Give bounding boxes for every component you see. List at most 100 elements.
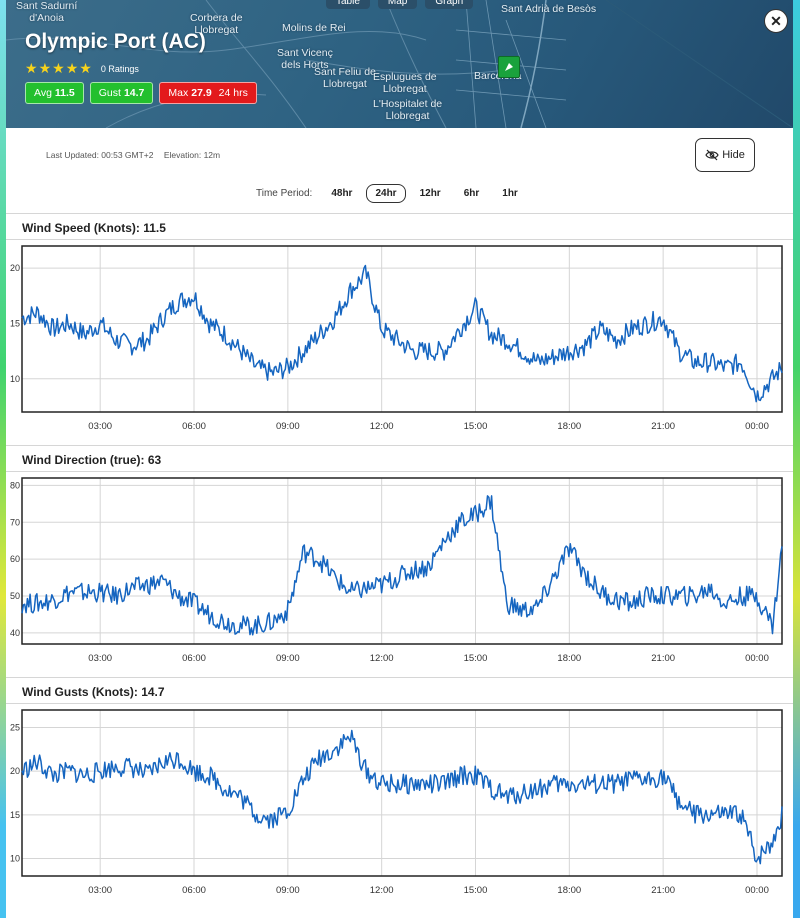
period-option-6hr[interactable]: 6hr <box>463 188 480 199</box>
max-period: 24 hrs <box>218 87 248 99</box>
gust-value: 14.7 <box>123 87 145 99</box>
close-icon: ✕ <box>770 12 782 29</box>
star-icon[interactable]: ★ <box>65 60 79 76</box>
x-tick-label: 15:00 <box>464 653 488 664</box>
x-tick-label: 15:00 <box>464 885 488 896</box>
x-tick-label: 12:00 <box>370 421 394 432</box>
y-tick-label: 60 <box>10 554 20 564</box>
period-option-48hr[interactable]: 48hr <box>331 188 353 199</box>
map-label: Sant Feliu de Llobregat <box>314 66 376 90</box>
wind-gusts-title: Wind Gusts (Knots): 14.7 <box>22 685 165 699</box>
avg-label: Avg <box>34 87 52 99</box>
divider <box>6 445 793 446</box>
y-tick-label: 10 <box>10 374 20 384</box>
plot-frame <box>21 477 783 645</box>
x-tick-label: 09:00 <box>276 653 300 664</box>
background-edge-left <box>0 0 6 918</box>
station-title: Olympic Port (AC) <box>25 30 206 53</box>
y-tick-label: 80 <box>10 480 20 490</box>
x-tick-label: 00:00 <box>745 885 769 896</box>
x-tick-label: 18:00 <box>557 421 581 432</box>
hide-label: Hide <box>722 149 745 161</box>
x-tick-label: 06:00 <box>182 421 206 432</box>
max-badge: Max 27.9 24 hrs <box>159 82 257 104</box>
star-icon[interactable]: ★ <box>52 60 65 76</box>
period-option-12hr[interactable]: 12hr <box>419 188 441 199</box>
tab-graph[interactable]: Graph <box>425 0 474 9</box>
y-tick-label: 10 <box>10 854 20 864</box>
wind-direction-title: Wind Direction (true): 63 <box>22 453 162 467</box>
close-button[interactable]: ✕ <box>764 9 788 33</box>
wind-speed-title: Wind Speed (Knots): 11.5 <box>22 221 166 235</box>
x-tick-label: 06:00 <box>182 653 206 664</box>
station-meta: Last Updated: 00:53 GMT+2 Elevation: 12m <box>46 150 220 160</box>
wind-speed-chart[interactable]: 03:00 06:00 09:00 12:00 15:00 18:00 21:00 00:00… <box>6 240 793 440</box>
star-icon[interactable]: ★ <box>38 60 52 76</box>
map-label: Molins de Rei <box>282 22 346 34</box>
gust-badge: Gust 14.7 <box>89 82 154 104</box>
max-value: 27.9 <box>191 87 212 99</box>
plot-frame <box>21 709 783 877</box>
y-tick-label: 70 <box>10 517 20 527</box>
x-tick-label: 09:00 <box>276 885 300 896</box>
y-tick-label: 20 <box>10 766 20 776</box>
eye-slash-icon <box>705 149 719 161</box>
tab-map[interactable]: Map <box>377 0 418 9</box>
tab-table[interactable]: Table <box>326 0 370 9</box>
y-tick-label: 40 <box>10 628 20 638</box>
divider <box>6 239 793 240</box>
x-tick-label: 03:00 <box>88 885 112 896</box>
x-tick-label: 18:00 <box>557 653 581 664</box>
wind-direction-chart[interactable]: 03:00 06:00 09:00 12:00 15:00 18:00 21:00 00:00… <box>6 472 793 672</box>
map-label: L'Hospitalet de Llobregat <box>373 98 443 122</box>
x-tick-label: 09:00 <box>276 421 300 432</box>
elevation: Elevation: 12m <box>163 150 221 160</box>
map-label: Sant Adrià de Besòs <box>501 3 597 15</box>
star-icon[interactable]: ★ <box>79 60 92 76</box>
y-tick-label: 50 <box>10 591 20 601</box>
divider <box>6 471 793 472</box>
x-tick-label: 21:00 <box>651 421 675 432</box>
divider <box>6 213 793 214</box>
station-marker-icon[interactable] <box>498 56 520 78</box>
x-tick-label: 12:00 <box>370 653 394 664</box>
station-panel: Table Map Graph Sant Sadurní d'Anoia Cor… <box>6 0 793 918</box>
x-tick-label: 18:00 <box>557 885 581 896</box>
divider <box>6 677 793 678</box>
x-tick-label: 03:00 <box>88 653 112 664</box>
plot-frame <box>21 245 783 413</box>
x-tick-label: 12:00 <box>370 885 394 896</box>
x-tick-label: 00:00 <box>745 421 769 432</box>
period-option-1hr[interactable]: 1hr <box>502 188 518 199</box>
last-updated: Last Updated: 00:53 GMT+2 <box>46 150 154 160</box>
series-line <box>21 495 783 636</box>
wind-summary-badges: Avg 11.5 Gust 14.7 Max 27.9 24 hrs <box>25 82 257 104</box>
divider <box>6 703 793 704</box>
y-tick-label: 15 <box>10 318 20 328</box>
x-tick-label: 21:00 <box>651 653 675 664</box>
y-tick-label: 20 <box>10 263 20 273</box>
x-tick-label: 15:00 <box>464 421 488 432</box>
avg-badge: Avg 11.5 <box>25 82 84 104</box>
time-period-label: Time Period: <box>256 188 313 199</box>
wind-gusts-chart[interactable]: 03:00 06:00 09:00 12:00 15:00 18:00 21:00 00:00… <box>6 704 793 904</box>
star-icon[interactable]: ★ <box>25 60 38 76</box>
hide-button[interactable]: Hide <box>695 138 755 172</box>
map-label: Esplugues de Llobregat <box>373 71 437 95</box>
y-tick-label: 15 <box>10 810 20 820</box>
x-tick-label: 03:00 <box>88 421 112 432</box>
period-option-24hr[interactable]: 24hr <box>366 184 406 203</box>
y-tick-label: 25 <box>10 722 20 732</box>
series-line <box>21 264 783 403</box>
map-roads <box>6 0 793 128</box>
gust-label: Gust <box>98 87 121 99</box>
series-line <box>21 729 783 865</box>
map-label: Sant Vicenç dels Horts <box>277 47 333 71</box>
time-period-selector: Time Period: 48hr 24hr 12hr 6hr 1hr <box>256 184 532 203</box>
x-tick-label: 21:00 <box>651 885 675 896</box>
avg-value: 11.5 <box>54 87 75 99</box>
background-edge-right <box>792 0 800 918</box>
station-map[interactable]: Table Map Graph Sant Sadurní d'Anoia Cor… <box>6 0 793 128</box>
rating[interactable]: ★ ★ ★ ★ ★ 0 Ratings <box>25 60 139 77</box>
map-label: Corbera de Llobregat <box>190 12 243 36</box>
